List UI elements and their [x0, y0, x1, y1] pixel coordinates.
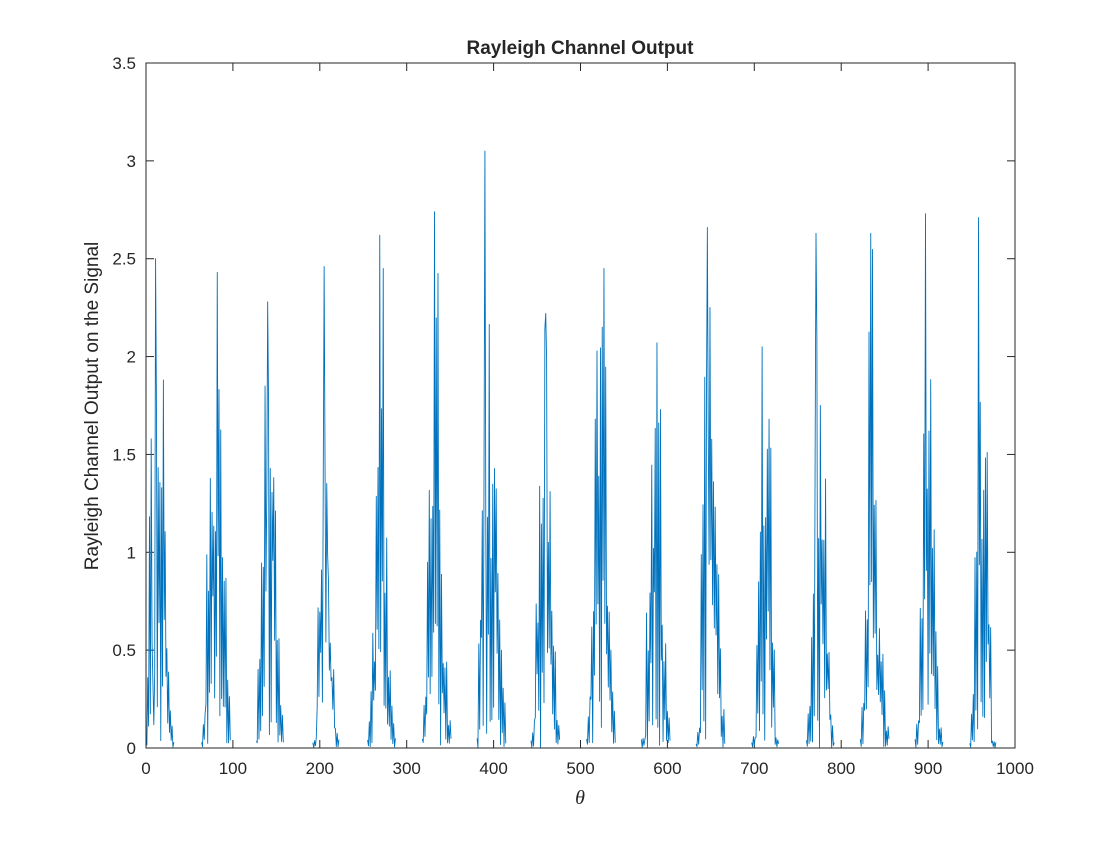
signal-burst-11 [695, 226, 726, 748]
x-tick-label: 300 [393, 759, 421, 778]
plot-area-frame [145, 62, 1016, 749]
x-tick-label: 400 [479, 759, 507, 778]
chart-title: Rayleigh Channel Output [467, 38, 695, 59]
y-tick-label: 0.5 [112, 641, 136, 660]
signal-burst-8 [530, 313, 561, 749]
x-tick-label: 200 [306, 759, 334, 778]
y-axis-label: Rayleigh Channel Output on the Signal [82, 242, 103, 571]
y-tick-label: 2.5 [112, 250, 136, 269]
signal-burst-14 [859, 232, 890, 748]
signal-burst-12 [751, 346, 780, 748]
x-axis-label: θ [575, 787, 585, 809]
signal-burst-16 [969, 217, 997, 749]
y-tick-label: 1 [127, 543, 136, 562]
signal-burst-5 [367, 234, 396, 748]
x-tick-label: 700 [740, 759, 768, 778]
signal-burst-10 [640, 342, 671, 749]
x-tick-label: 0 [141, 759, 150, 778]
y-tick-label: 1.5 [112, 445, 136, 464]
signal-burst-4 [312, 266, 340, 749]
signal-burst-7 [476, 150, 507, 749]
signal-burst-9 [586, 268, 616, 745]
signal-burst-1 [145, 258, 175, 748]
tick-labels: 0 100 200 300 400 500 600 700 800 900 1000 0 0.5 1 1.5… [112, 54, 1034, 778]
x-tick-label: 1000 [996, 759, 1034, 778]
signal-burst-13 [805, 232, 835, 749]
x-tick-label: 100 [219, 759, 247, 778]
x-tick-label: 600 [653, 759, 681, 778]
y-tick-label: 2 [127, 348, 136, 367]
signal-burst-6 [421, 211, 452, 746]
y-tick-label: 0 [127, 739, 136, 758]
x-tick-label: 900 [914, 759, 942, 778]
signal-burst-2 [201, 271, 231, 748]
x-tick-label: 800 [827, 759, 855, 778]
y-tick-label: 3.5 [112, 54, 136, 73]
series-layer [145, 150, 997, 749]
signal-burst-3 [255, 301, 284, 744]
signal-burst-15 [914, 213, 944, 748]
x-tick-label: 500 [566, 759, 594, 778]
y-tick-label: 3 [127, 152, 136, 171]
